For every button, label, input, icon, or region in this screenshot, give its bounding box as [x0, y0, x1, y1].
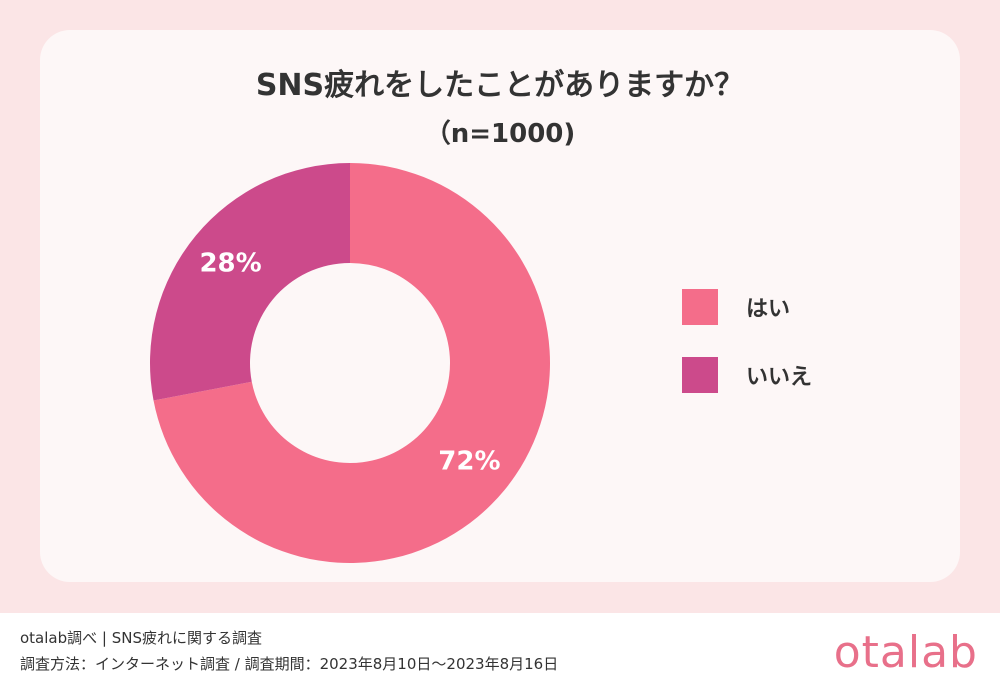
- chart-subtitle: （n=1000): [424, 119, 576, 149]
- footer-source: otalab調べ | SNS疲れに関する調査: [20, 629, 262, 647]
- donut-slice-0: [153, 163, 551, 564]
- donut-data-label-1: 28%: [199, 249, 261, 279]
- legend-item-no: いいえ: [682, 357, 812, 393]
- footer-method: 調査方法：インターネット調査 / 調査期間：2023年8月10日〜2023年8月…: [20, 655, 559, 673]
- legend-label-no: いいえ: [746, 365, 813, 390]
- legend-swatch-yes: [682, 289, 718, 325]
- donut-slice-1: [150, 163, 350, 401]
- legend-swatch-no: [682, 357, 718, 393]
- donut-data-label-0: 72%: [438, 446, 500, 476]
- legend-label-yes: はい: [746, 297, 791, 322]
- legend-item-yes: はい: [682, 289, 790, 325]
- chart-title: SNS疲れをしたことがありますか？: [255, 68, 745, 103]
- otalab-logo: otalab: [833, 627, 978, 678]
- footer: otalab調べ | SNS疲れに関する調査 調査方法：インターネット調査 / …: [0, 613, 1000, 685]
